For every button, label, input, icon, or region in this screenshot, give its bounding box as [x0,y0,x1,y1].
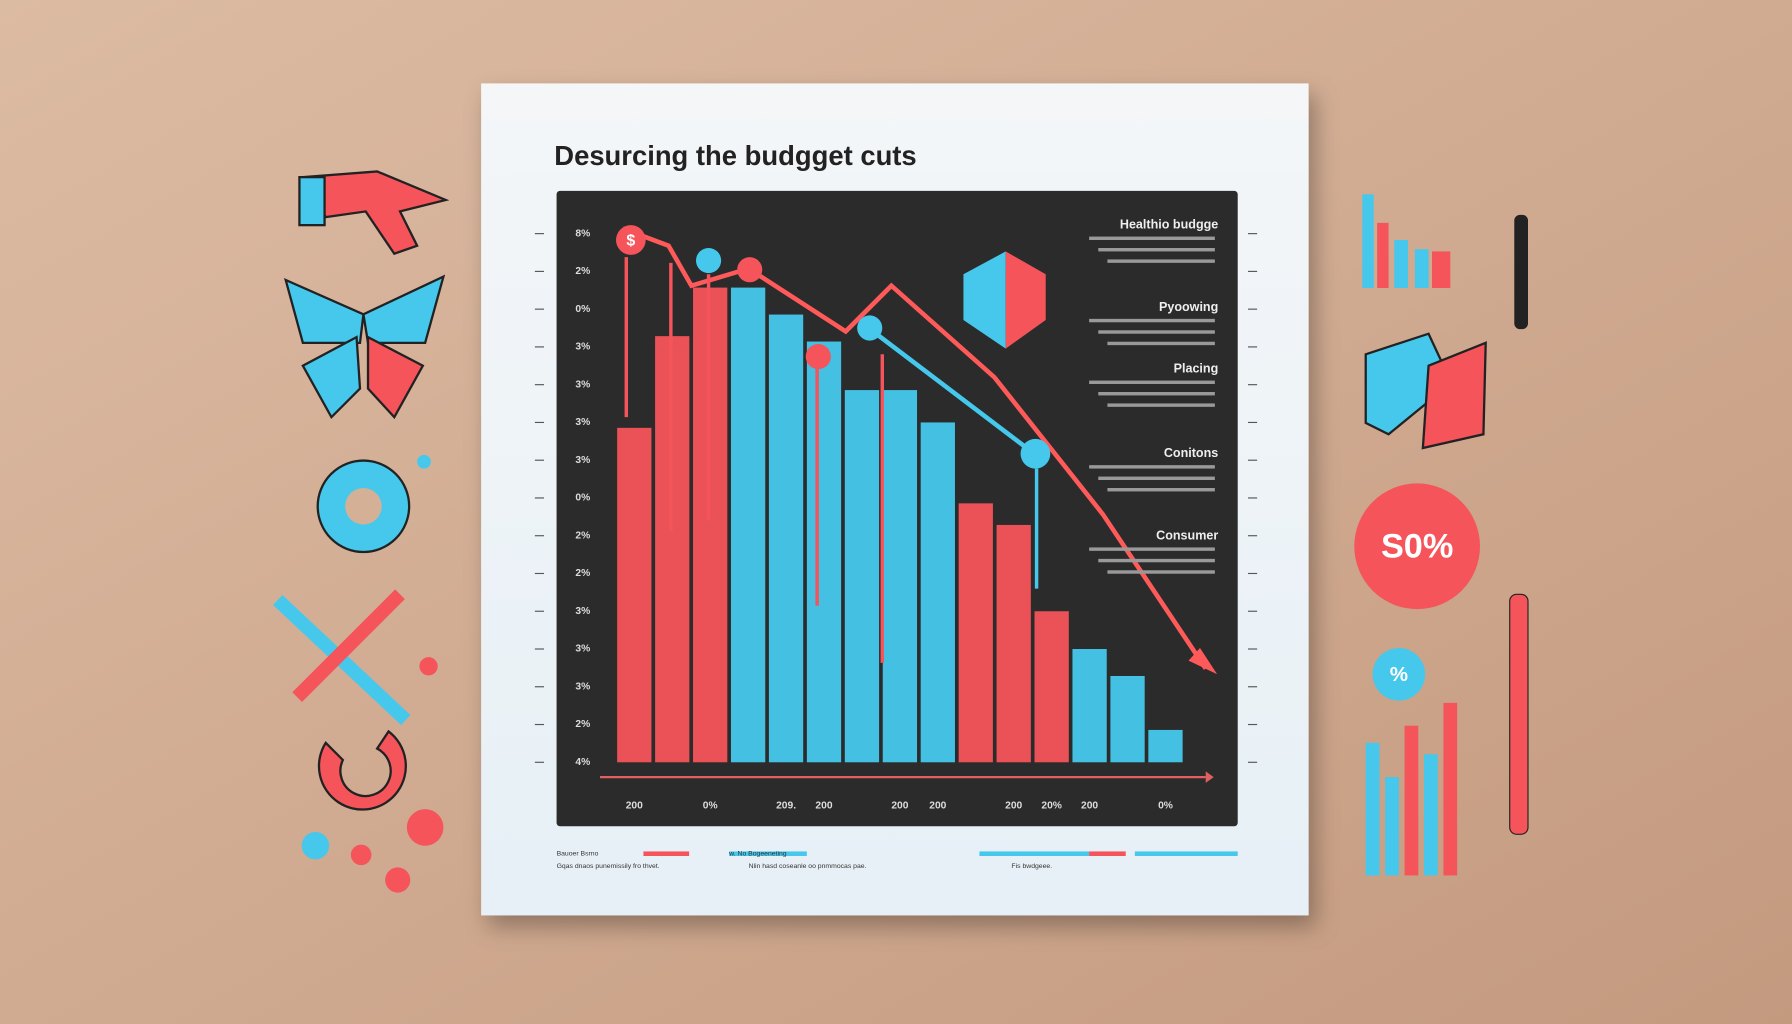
footer-swatch [979,851,1090,856]
y-tick-label: 2% [575,530,590,541]
legend-heading: Healthio budgge [1120,217,1218,231]
markers: $ [616,225,1051,469]
bar [1034,611,1069,763]
x-tick-label: 200 [626,800,643,811]
footer-text: w. No Bogeeneting [728,851,787,858]
x-tick-label: 200 [1005,800,1022,811]
x-tick-label: 200 [929,800,946,811]
legend-fine-print [1107,570,1215,574]
legend-fine-print [1107,403,1215,407]
y-tick-label: 3% [575,606,590,617]
legend-fine-print [1089,236,1215,240]
bar [996,524,1031,763]
dollar-badge: $ [626,232,635,249]
axis-arrow [1205,771,1214,783]
x-tick-label: 0% [1158,800,1173,811]
x-tick-label: 200 [815,800,832,811]
footer-text: Nlin hasd coseanle oo pnmmocas pae. [749,863,867,870]
y-tick-label: 3% [575,342,590,353]
y-tick-label: 0% [575,493,590,504]
legend-fine-print [1089,318,1215,323]
legend-fine-print [1089,380,1215,384]
bar [806,341,842,763]
legend-fine-print [1107,259,1215,263]
bar [1072,649,1107,763]
bar [617,427,652,763]
y-tick-label: 3% [575,417,590,428]
legend-fine-print [1098,392,1215,396]
y-tick-label: 4% [575,757,590,768]
legend-heading: Consumer [1156,528,1218,542]
footer-text: Gqas dnaos punemissily fro thvet. [557,863,660,870]
x-tick-label: 0% [703,800,718,811]
legend-fine-print [1089,465,1215,469]
y-tick-label: 2% [575,719,590,730]
y-tick-label: 3% [575,379,590,390]
right-icons: S0% % [1354,194,1529,876]
legend-heading: Placing [1174,361,1219,375]
bar [958,503,993,763]
x-tick-label: 200 [891,800,908,811]
legend-heading: Conitons [1164,446,1218,460]
bar [1148,729,1183,763]
y-tick-label: 3% [575,681,590,692]
legend-fine-print [1089,547,1215,551]
legend-fine-print [1098,476,1215,480]
y-tick-label: 3% [575,455,590,466]
y-tick-label: 2% [575,266,590,277]
bar [1110,675,1145,763]
title: Desurcing the budgget cuts [554,140,916,171]
bar [768,314,804,763]
legend-fine-print [1098,558,1215,563]
y-tick-label: 2% [575,568,590,579]
y-tick-label: 8% [575,228,590,239]
left-icons [273,170,450,893]
legend-fine-print [1107,341,1215,346]
y-tick-label: 0% [575,304,590,315]
x-tick-label: 209. [776,800,796,811]
y-tick-label: 3% [575,644,590,655]
footer-text: Bauoer Bsrno [557,851,599,858]
bar [920,422,955,763]
small-badge: % [1390,663,1408,686]
legend-fine-print [1098,248,1215,252]
footer-swatch [729,851,807,856]
bar [730,287,766,763]
trend [622,226,1218,675]
footer-text: Fis bwdgeee. [1011,863,1052,870]
footer-swatch [643,851,690,856]
x-tick-label: 200 [1081,800,1098,811]
bar [844,390,880,763]
legend-fine-print [1098,330,1215,334]
big-badge: S0% [1381,528,1453,566]
bar [882,390,918,763]
footer-swatch [1134,851,1238,856]
legend-fine-print [1107,488,1215,492]
footer-swatch [1089,851,1126,856]
legend-heading: Pyoowing [1159,300,1218,314]
x-tick-label: 20% [1041,800,1062,811]
